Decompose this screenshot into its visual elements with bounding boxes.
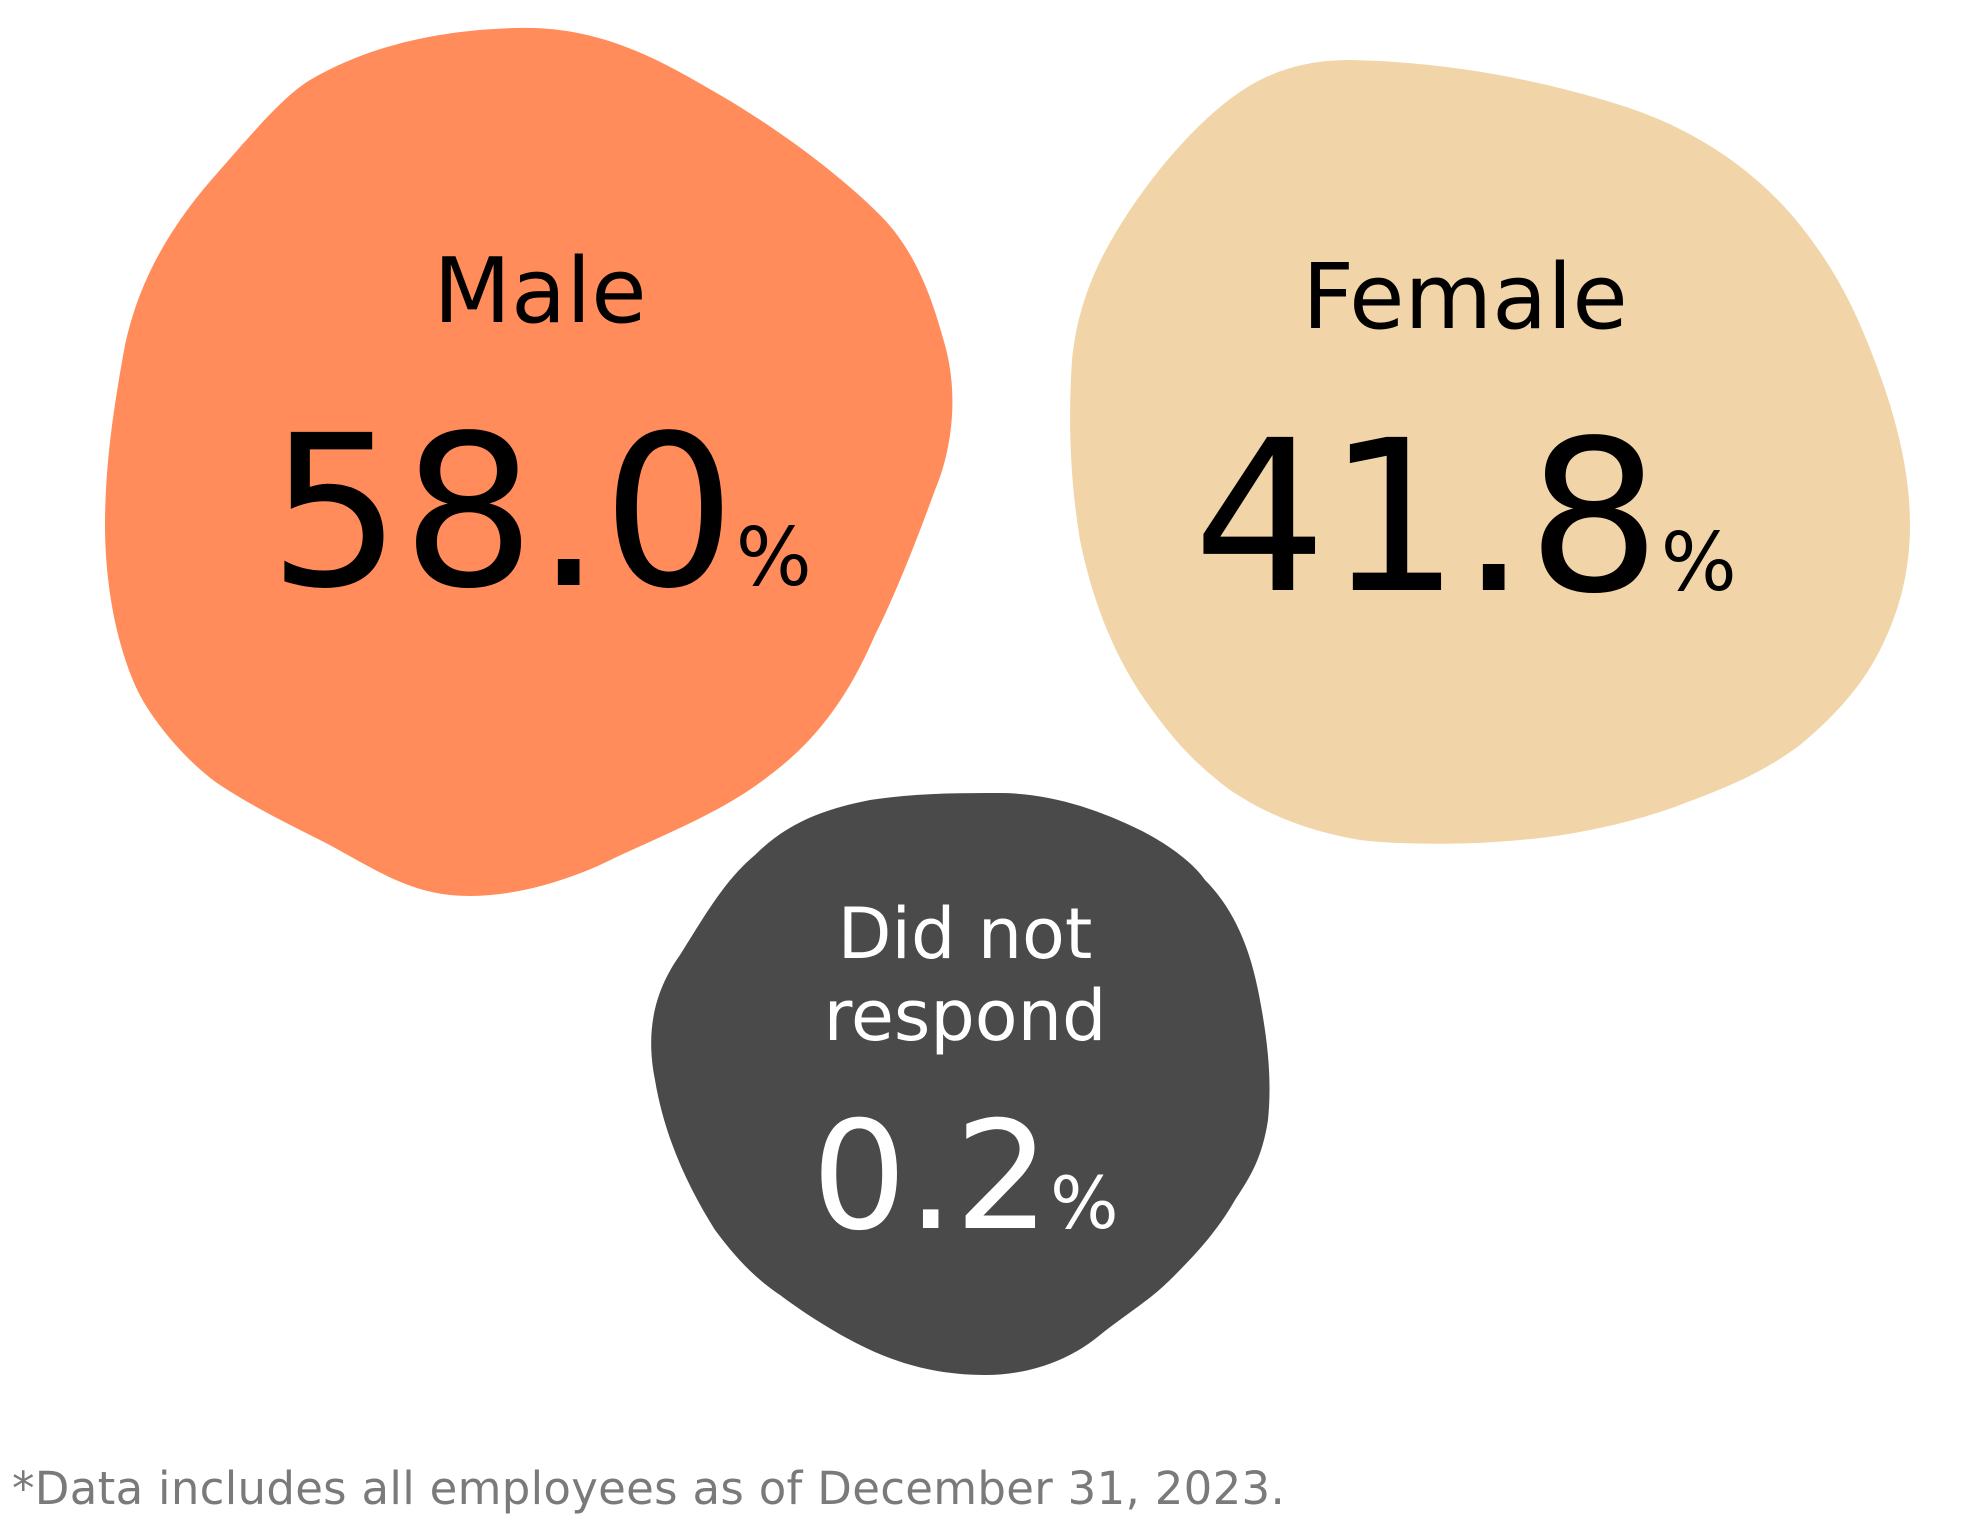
bubble-female-value: 41.8% (1193, 395, 1737, 640)
bubble-male-value: 58.0% (268, 390, 812, 635)
bubble-value-number: 41.8 (1193, 395, 1661, 640)
bubble-did-not-respond-value: 0.2% (812, 1090, 1119, 1264)
bubble-male: Male 58.0% (105, 27, 953, 896)
bubble-label-line: Did not (838, 893, 1093, 975)
bubble-female-label: Female (1302, 245, 1627, 350)
bubble-label-line: Female (1302, 245, 1627, 350)
bubble-female: Female 41.8% (1070, 60, 1910, 844)
bubble-did-not-respond-label: Did not respond (824, 893, 1107, 1057)
bubble-did-not-respond-shape (651, 793, 1270, 1375)
bubble-female-shape (1070, 60, 1910, 844)
bubble-did-not-respond: Did not respond 0.2% (651, 793, 1270, 1375)
footnote: *Data includes all employees as of Decem… (12, 1462, 1286, 1515)
bubble-value-unit: % (736, 511, 812, 604)
bubble-value-unit: % (1050, 1161, 1118, 1245)
bubble-value-number: 0.2 (812, 1090, 1051, 1264)
bubble-label-line: respond (824, 975, 1107, 1057)
bubble-value-number: 58.0 (268, 390, 736, 635)
bubble-label-line: Male (433, 239, 646, 344)
bubble-male-label: Male (433, 239, 646, 344)
bubble-male-shape (105, 27, 953, 896)
bubble-value-unit: % (1661, 516, 1737, 609)
